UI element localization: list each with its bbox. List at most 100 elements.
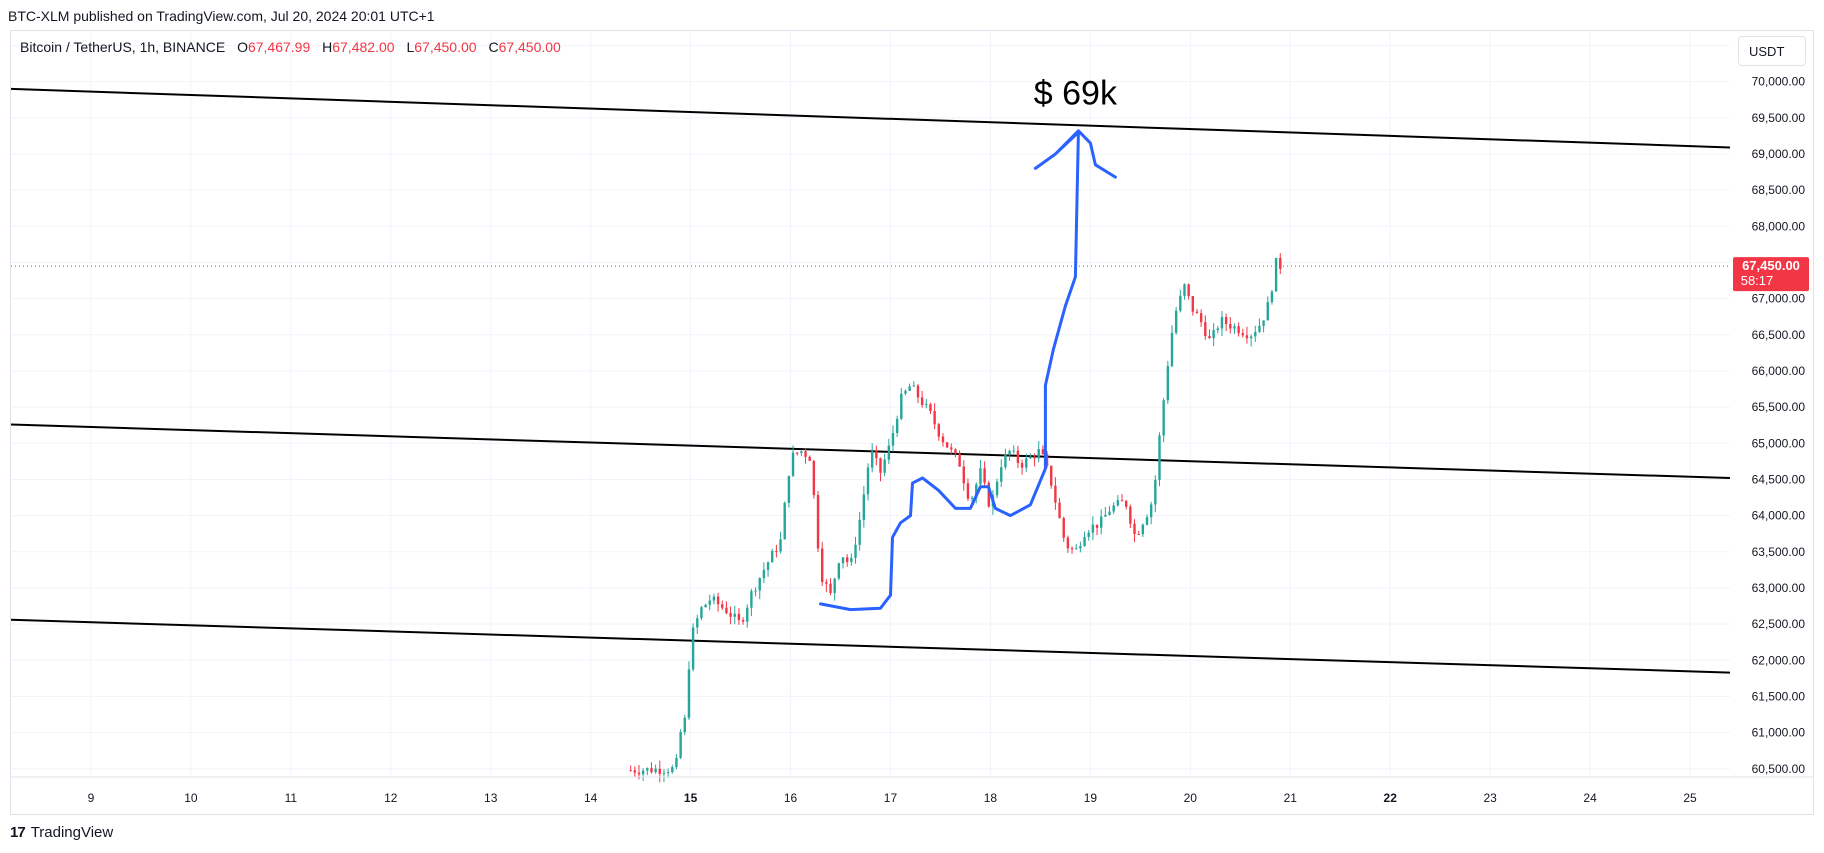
candle-body [812, 460, 816, 496]
candle-body [941, 436, 945, 443]
candle-body [1145, 517, 1149, 525]
chart-frame [10, 30, 1814, 815]
candle-body [816, 495, 820, 549]
last-price-tag: 67,450.00 58:17 [1733, 257, 1809, 292]
candle-body [758, 578, 761, 591]
candle-body [929, 404, 932, 412]
candle-body [737, 613, 741, 620]
candle-body [862, 494, 866, 520]
candle-body [1212, 330, 1215, 339]
candle-body [837, 563, 841, 579]
candle-body [891, 432, 895, 446]
time-axis[interactable]: 9 10 11 12 13 14 15 16 17 18 19 20 21 22 23 24 25 [11, 776, 1813, 805]
x-tick-label: 24 [1583, 791, 1597, 805]
close-label: C [488, 39, 499, 55]
candle-body [1104, 514, 1107, 517]
candle-body [796, 452, 799, 454]
candle-body [1179, 295, 1182, 311]
candle-body [704, 604, 707, 608]
candle-body [1183, 284, 1186, 296]
candle-body [1075, 548, 1078, 550]
candle-body [887, 445, 891, 460]
candle-body [870, 451, 874, 468]
candle-body [1262, 320, 1265, 326]
x-tick-label: 13 [484, 791, 498, 805]
symbol-name[interactable]: Bitcoin / TetherUS, 1h, BINANCE [20, 39, 226, 55]
candle-body [1170, 332, 1174, 367]
candle-body [975, 484, 978, 498]
candle-body [787, 475, 791, 503]
candle-body [1233, 326, 1236, 329]
candle-body [1208, 336, 1211, 339]
candle-body [1091, 524, 1095, 533]
candle-body [920, 397, 924, 405]
candle-body [1245, 335, 1249, 339]
last-price-value: 67,450.00 [1742, 258, 1800, 273]
price-axis[interactable]: 60,500.00 61,000.00 61,500.00 62,000.00 62,5… [1752, 38, 1806, 775]
candle-body [1229, 324, 1232, 329]
candle-body [641, 770, 645, 775]
candle-body [1162, 400, 1165, 436]
candle-body [866, 467, 870, 495]
x-tick-label: 15 [684, 791, 698, 805]
candle-body [1004, 454, 1007, 468]
y-tick-label: 69,000.00 [1752, 147, 1806, 161]
candle-body [1166, 366, 1170, 401]
currency-selector-button[interactable]: USDT [1738, 36, 1806, 66]
candle-body [721, 604, 724, 608]
x-tick-label: 22 [1384, 791, 1398, 805]
candle-body [1274, 258, 1278, 292]
candle-body [1187, 284, 1190, 297]
candle-body [1045, 454, 1049, 466]
y-tick-label: 61,000.00 [1752, 726, 1806, 740]
low-label: L [406, 39, 415, 55]
candle-body [683, 717, 686, 733]
candle-body [916, 385, 920, 398]
candle-body [879, 458, 882, 473]
candle-body [1279, 258, 1282, 269]
candle-body [1195, 311, 1199, 314]
y-tick-label: 65,500.00 [1752, 400, 1806, 414]
candle-body [1099, 516, 1103, 528]
candle-body [716, 596, 720, 605]
candle-body [841, 557, 845, 564]
candle-body [875, 451, 878, 459]
candle-body [883, 459, 886, 473]
candle-body [791, 452, 795, 476]
candle-body [779, 539, 782, 552]
candle-body [1154, 479, 1157, 505]
y-tick-label: 64,500.00 [1752, 472, 1806, 486]
tradingview-logo-icon[interactable]: 17 [10, 824, 26, 841]
x-tick-label: 10 [184, 791, 198, 805]
candle-body [900, 393, 903, 419]
candle-body [1029, 456, 1032, 459]
x-tick-label: 11 [285, 791, 298, 805]
candle-body [1249, 336, 1253, 339]
tradingview-label[interactable]: TradingView [30, 824, 114, 841]
candle-body [1199, 313, 1203, 323]
x-tick-label: 21 [1284, 791, 1298, 805]
candle-body [733, 613, 736, 617]
candle-body [912, 385, 916, 387]
candle-body [1058, 502, 1061, 519]
candle-body [1270, 291, 1274, 303]
footer: 17 TradingView [10, 824, 113, 841]
candle-body [983, 468, 986, 483]
candle-body [1037, 449, 1040, 459]
candle-body [895, 418, 899, 433]
candle-body [1079, 545, 1082, 549]
x-tick-label: 16 [784, 791, 798, 805]
candle-body [1087, 532, 1090, 537]
candle-body [700, 607, 703, 619]
candle-body [1062, 518, 1065, 538]
candle-body [825, 582, 828, 584]
grid [11, 31, 1730, 776]
y-tick-label: 70,000.00 [1752, 75, 1806, 89]
candle-body [691, 627, 695, 670]
y-tick-label: 60,500.00 [1752, 762, 1806, 776]
x-tick-label: 23 [1483, 791, 1497, 805]
candle-body [662, 772, 666, 774]
candle-body [933, 411, 936, 425]
candle-body [1112, 505, 1115, 512]
